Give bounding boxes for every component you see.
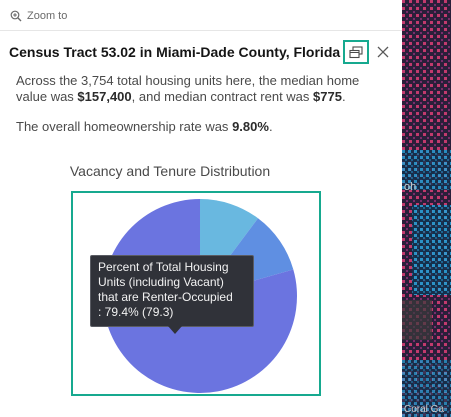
pie-chart bbox=[103, 199, 298, 393]
close-button[interactable] bbox=[374, 42, 392, 62]
tooltip-line: that are Renter-Occupied bbox=[98, 290, 233, 304]
chart-tooltip: Percent of Total Housing Units (includin… bbox=[90, 255, 254, 334]
feature-popup: Zoom to Census Tract 53.02 in Miami-Dade… bbox=[0, 7, 402, 396]
map-place-label: oh bbox=[404, 181, 416, 193]
median-contract-rent: $775 bbox=[313, 89, 342, 104]
text-fragment: . bbox=[268, 119, 273, 134]
homeownership-paragraph: The overall homeownership rate was 9.80%… bbox=[16, 119, 386, 135]
tooltip-line: : 79.4% (79.3) bbox=[98, 305, 174, 319]
popup-description: Across the 3,754 total housing units her… bbox=[16, 73, 386, 135]
text-fragment: The overall homeownership rate was bbox=[16, 119, 233, 134]
close-x-icon bbox=[377, 46, 389, 58]
dock-button[interactable] bbox=[343, 40, 369, 64]
zoom-to-button[interactable]: Zoom to bbox=[10, 7, 67, 25]
dock-window-icon bbox=[349, 45, 363, 58]
header-divider bbox=[0, 30, 402, 31]
homeownership-rate: 9.80% bbox=[232, 119, 269, 134]
chart-title: Vacancy and Tenure Distribution bbox=[69, 163, 271, 179]
tooltip-line: Percent of Total Housing bbox=[98, 260, 229, 274]
tooltip-arrow bbox=[168, 326, 182, 334]
housing-summary-paragraph: Across the 3,754 total housing units her… bbox=[16, 73, 386, 105]
text-fragment: Across the 3,754 total housing units her… bbox=[16, 73, 360, 104]
map-place-label: Coral Ga bbox=[404, 404, 444, 415]
map-canvas: oh Coral Ga bbox=[402, 0, 451, 417]
median-home-value: $157,400 bbox=[77, 89, 132, 104]
text-fragment: , and median contract rent was bbox=[131, 89, 314, 104]
zoom-in-icon bbox=[10, 10, 22, 22]
tooltip-line: Units (including Vacant) bbox=[98, 275, 224, 289]
text-fragment: . bbox=[341, 89, 346, 104]
popup-title: Census Tract 53.02 in Miami-Dade County,… bbox=[9, 44, 341, 60]
map-view[interactable]: oh Coral Ga bbox=[402, 0, 451, 417]
zoom-to-label: Zoom to bbox=[27, 10, 68, 22]
